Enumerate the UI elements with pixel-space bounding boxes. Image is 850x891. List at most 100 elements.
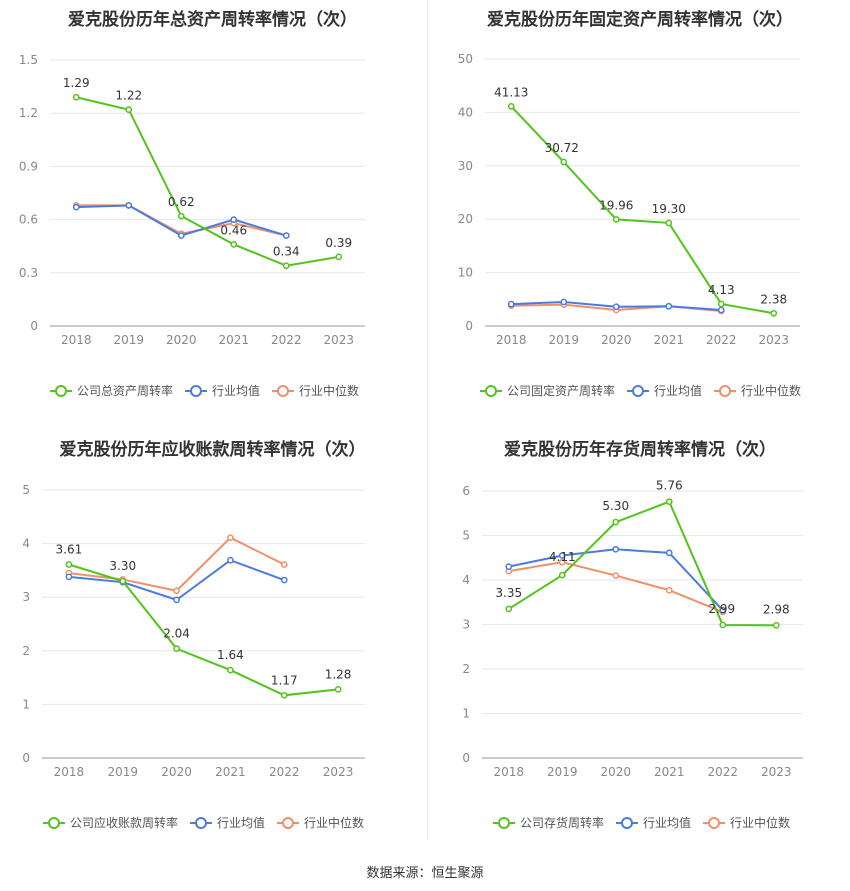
legend-item: 行业中位数 <box>272 383 359 398</box>
legend-marker <box>719 385 731 397</box>
chart-svg: 0 1 2 3 4 5 6 2018 2019 2020 2021 2022 2023 3.35 4.11 5… <box>462 479 803 830</box>
legend-marker <box>708 817 720 829</box>
y-tick-label: 1 <box>462 707 470 721</box>
data-point <box>280 576 288 584</box>
legend-item: 行业均值 <box>616 815 691 830</box>
legend-label: 行业中位数 <box>741 383 801 398</box>
x-tick-label: 2018 <box>496 333 527 347</box>
data-point <box>665 549 673 557</box>
legend-item: 行业均值 <box>190 815 265 830</box>
y-tick-label: 1.2 <box>19 106 38 120</box>
x-tick-label: 2018 <box>61 333 92 347</box>
data-point <box>334 686 342 693</box>
y-tick-label: 6 <box>462 484 470 498</box>
y-tick-label: 1 <box>22 697 30 711</box>
legend-item: 行业均值 <box>185 383 260 398</box>
x-tick-label: 2019 <box>107 765 138 779</box>
x-tick-label: 2020 <box>601 333 632 347</box>
legend-marker <box>277 385 289 397</box>
legend-marker <box>55 385 67 397</box>
data-point <box>719 621 727 629</box>
data-point <box>665 219 673 227</box>
data-point <box>125 202 133 209</box>
data-point <box>505 605 513 613</box>
data-point <box>282 232 290 239</box>
series-line <box>508 561 724 613</box>
data-point <box>125 106 133 114</box>
x-tick-label: 2022 <box>707 765 738 779</box>
x-tick-label: 2022 <box>706 333 737 347</box>
data-point <box>665 586 673 594</box>
data-label: 0.39 <box>325 236 352 250</box>
y-tick-label: 2 <box>462 662 470 676</box>
data-point <box>665 302 673 310</box>
chart-title: 爱克股份历年存货周转率情况（次） <box>504 440 776 460</box>
y-tick-label: 5 <box>462 529 470 543</box>
y-tick-label: 10 <box>458 266 473 280</box>
data-label: 2.98 <box>763 602 790 616</box>
data-point <box>717 300 725 308</box>
y-tick-label: 3 <box>22 590 30 604</box>
data-label: 1.22 <box>115 89 142 103</box>
chart-title: 爱克股份历年应收账款周转率情况（次） <box>59 440 366 460</box>
data-point <box>507 300 515 308</box>
legend-label: 公司总资产周转率 <box>77 383 173 398</box>
data-label: 41.13 <box>494 85 528 99</box>
data-point <box>505 563 513 570</box>
x-tick-label: 2021 <box>654 765 685 779</box>
x-tick-label: 2019 <box>113 333 144 347</box>
data-label: 5.76 <box>656 479 683 493</box>
data-point <box>119 577 127 585</box>
data-point <box>230 241 238 248</box>
data-label: 1.28 <box>325 667 352 681</box>
data-point <box>282 262 290 270</box>
data-point <box>227 556 234 564</box>
x-tick-label: 2023 <box>323 333 354 347</box>
legend-item: 行业中位数 <box>703 815 790 830</box>
y-tick-label: 40 <box>458 105 473 119</box>
y-tick-label: 30 <box>458 159 473 173</box>
data-point <box>280 691 288 699</box>
legend-item: 公司存货周转率 <box>493 815 604 830</box>
x-tick-label: 2021 <box>218 333 249 347</box>
data-point <box>612 216 620 223</box>
data-label: 5.30 <box>602 499 629 513</box>
x-tick-label: 2022 <box>271 333 302 347</box>
legend-marker <box>621 817 633 829</box>
data-label: 0.34 <box>273 245 300 259</box>
y-tick-label: 50 <box>458 52 473 66</box>
y-tick-label: 3 <box>462 618 470 632</box>
chart-panel-fixed-asset-turnover: 爱克股份历年固定资产周转率情况（次） 0 10 20 30 40 50 2018 2019 20… <box>430 0 850 415</box>
data-point <box>227 534 234 542</box>
data-point <box>72 203 80 211</box>
data-point <box>227 666 234 674</box>
data-point <box>558 552 566 559</box>
data-point <box>177 212 185 220</box>
y-tick-label: 4 <box>22 537 30 551</box>
legend-item: 公司固定资产周转率 <box>480 383 615 398</box>
y-tick-label: 0 <box>465 319 473 333</box>
chart-panel-receivables-turnover: 爱克股份历年应收账款周转率情况（次） 0 1 2 3 4 5 2018 2019 2020 202… <box>0 432 425 847</box>
x-tick-label: 2023 <box>761 765 792 779</box>
data-point <box>177 232 185 239</box>
x-tick-label: 2020 <box>161 765 192 779</box>
legend-label: 行业均值 <box>217 815 265 830</box>
y-tick-label: 1.5 <box>19 53 38 67</box>
data-label: 3.30 <box>109 559 136 573</box>
x-tick-label: 2019 <box>548 333 579 347</box>
legend-marker <box>485 385 497 397</box>
x-tick-label: 2021 <box>215 765 246 779</box>
x-tick-label: 2018 <box>54 765 85 779</box>
data-label: 30.72 <box>545 141 579 155</box>
data-point <box>717 306 725 314</box>
legend-marker <box>632 385 644 397</box>
legend-label: 行业均值 <box>212 383 260 398</box>
data-label: 2.04 <box>163 627 190 641</box>
y-tick-label: 0.3 <box>19 266 38 280</box>
legend-label: 公司应收账款周转率 <box>70 815 178 830</box>
data-point <box>65 561 73 568</box>
x-tick-label: 2018 <box>493 765 524 779</box>
y-tick-label: 4 <box>462 573 470 587</box>
data-point <box>719 606 727 614</box>
data-label: 0.46 <box>220 223 247 237</box>
